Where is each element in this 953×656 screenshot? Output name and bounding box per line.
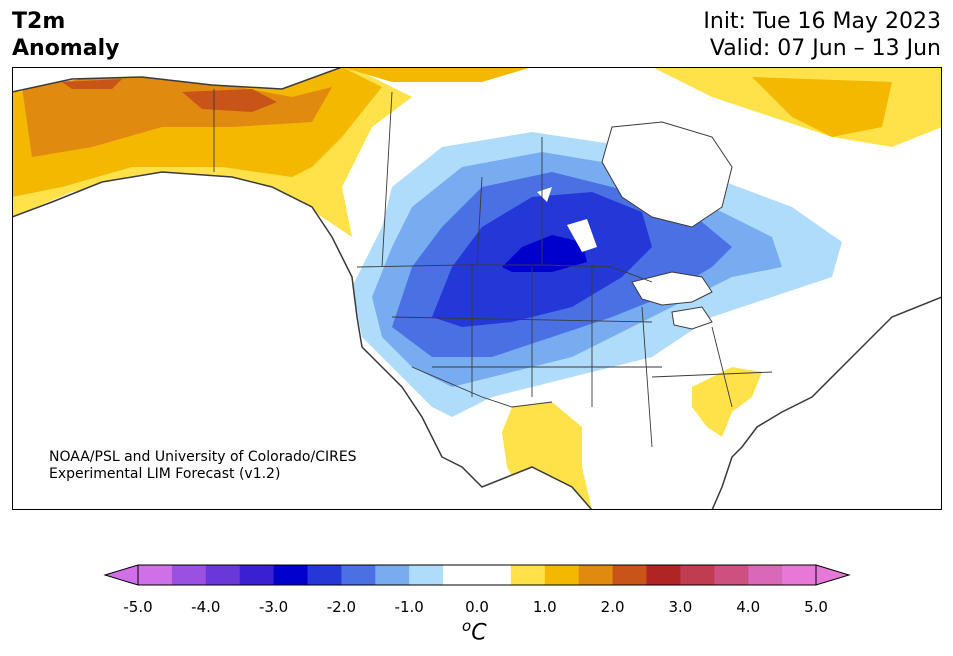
colorbar-over-arrow [815, 564, 851, 586]
warm-north [342, 67, 532, 82]
credit-line2: Experimental LIM Forecast (v1.2) [49, 466, 281, 482]
title-variable: T2m Anomaly [12, 8, 119, 62]
lake-small [537, 187, 552, 202]
colorbar-tick-label: -5.0 [123, 598, 153, 616]
colorbar-cell [138, 565, 173, 585]
colorbar-tick-label: 2.0 [600, 598, 625, 616]
colorbar-cell [646, 565, 681, 585]
colorbar [103, 564, 851, 586]
colorbar-cell [205, 565, 241, 585]
title-dates: Init: Tue 16 May 2023 Valid: 07 Jun – 13… [703, 8, 941, 62]
title-line2: Anomaly [12, 36, 120, 61]
lake-winnipeg [567, 219, 597, 252]
colorbar-cell [375, 565, 410, 585]
init-date: Init: Tue 16 May 2023 [703, 9, 941, 34]
colorbar-tick-label: -1.0 [394, 598, 424, 616]
colorbar-cell [477, 565, 512, 585]
title-line1: T2m [12, 9, 66, 34]
anomaly-map [12, 67, 942, 510]
anomaly-shading [12, 67, 942, 510]
warm-max-alaska [182, 89, 277, 112]
colorbar-cell [748, 565, 783, 585]
credit-text: NOAA/PSL and University of Colorado/CIRE… [49, 449, 357, 483]
state-line-6 [641, 306, 653, 448]
state-line-7 [711, 326, 733, 408]
colorbar-cell [680, 565, 715, 585]
colorbar-cell [544, 565, 580, 585]
colorbar-cell [612, 565, 647, 585]
colorbar-cell [443, 565, 478, 585]
colorbar-tick-label: 0.0 [465, 598, 489, 616]
colorbar-cell [341, 565, 376, 585]
colorbar-tick-label: 4.0 [736, 598, 761, 616]
unit-degree: o [462, 617, 472, 635]
colorbar-cell [578, 565, 614, 585]
colorbar-tick-label: -3.0 [258, 598, 289, 616]
warm-southeast [692, 367, 762, 437]
colorbar-cell [714, 565, 749, 585]
colorbar-cell [171, 565, 207, 585]
lake-michigan [671, 306, 713, 330]
hudson-bay [601, 121, 733, 228]
map-frame [12, 67, 942, 510]
coastline [12, 67, 942, 510]
colorbar-tick-label: 1.0 [532, 598, 557, 616]
province-border-1 [381, 91, 393, 268]
province-border-2 [476, 176, 483, 266]
state-line-1 [391, 316, 653, 323]
colorbar-tick-label: -4.0 [191, 598, 221, 616]
colorbar-tick-label: -2.0 [326, 598, 357, 616]
colorbar-tick-label: 5.0 [804, 598, 828, 616]
colorbar-cell [782, 565, 817, 585]
colorbar-cell [510, 565, 546, 585]
warm-ne [752, 77, 892, 137]
colorbar-unit: oC [462, 617, 487, 645]
colorbar-cell [307, 565, 342, 585]
great-lakes [631, 271, 713, 306]
cold-max [502, 235, 587, 272]
borders [213, 89, 773, 448]
colorbar-cell [273, 565, 308, 585]
valid-range: Valid: 07 Jun – 13 Jun [709, 36, 941, 61]
colorbar-cell [409, 565, 444, 585]
us-mexico-border [411, 366, 553, 408]
colorbar-tick-label: 3.0 [668, 598, 693, 616]
unit-letter: C [471, 620, 487, 646]
colorbar-frame [137, 564, 817, 586]
state-line-8 [651, 371, 773, 378]
credit-line1: NOAA/PSL and University of Colorado/CIRE… [49, 449, 357, 465]
warm-max-alaska-2 [62, 79, 122, 89]
colorbar-cell [239, 565, 275, 585]
colorbar-under-arrow [103, 564, 139, 586]
